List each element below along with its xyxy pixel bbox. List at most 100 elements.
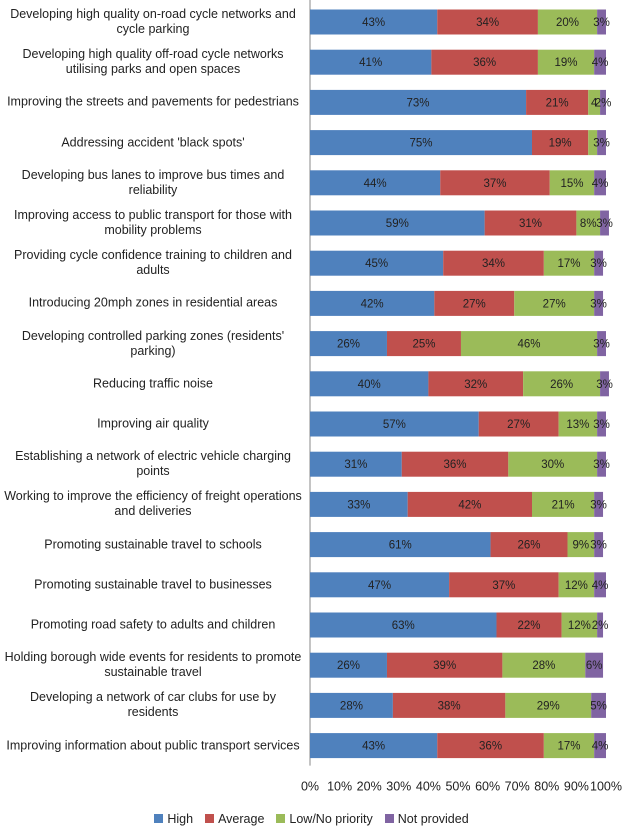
data-label: 4% bbox=[592, 178, 609, 190]
bar-segment bbox=[537, 49, 595, 75]
data-label: 57% bbox=[383, 419, 406, 431]
data-label: 12% bbox=[565, 580, 588, 592]
bar-segment bbox=[537, 9, 598, 35]
data-label: 4% bbox=[592, 741, 609, 753]
data-label: 34% bbox=[476, 17, 499, 29]
bar-segment bbox=[567, 532, 595, 558]
bar-segment bbox=[597, 451, 606, 477]
x-tick-label: 0% bbox=[301, 779, 319, 793]
category-label: Reducing traffic noise bbox=[93, 376, 213, 391]
data-label: 8% bbox=[580, 218, 597, 230]
bar-segment bbox=[484, 210, 577, 236]
data-label: 59% bbox=[386, 218, 409, 230]
data-label: 6% bbox=[586, 660, 603, 672]
category-label: Developing bus lanes to improve bus time… bbox=[21, 167, 285, 197]
legend-swatch bbox=[154, 814, 164, 823]
bar-segment bbox=[449, 572, 559, 598]
bar-segment bbox=[597, 130, 606, 156]
legend-item: Not provided bbox=[384, 812, 469, 826]
x-tick-label: 70% bbox=[505, 779, 530, 793]
data-label: 17% bbox=[557, 741, 580, 753]
bar-segment bbox=[310, 491, 408, 517]
data-label: 61% bbox=[389, 540, 412, 552]
bar-segment bbox=[310, 532, 491, 558]
data-label: 3% bbox=[596, 218, 613, 230]
data-label: 28% bbox=[532, 660, 555, 672]
legend-item: Low/No priority bbox=[276, 812, 373, 826]
bar-segment bbox=[437, 9, 538, 35]
data-label: 46% bbox=[518, 339, 541, 351]
data-label: 22% bbox=[518, 620, 541, 632]
bar-segment bbox=[310, 411, 479, 437]
data-label: 31% bbox=[344, 459, 367, 471]
bar-segment bbox=[526, 89, 589, 115]
bar-segment bbox=[543, 733, 595, 759]
category-label: Developing high quality on-road cycle ne… bbox=[10, 7, 296, 36]
bar-segment bbox=[310, 170, 441, 196]
data-label: 3% bbox=[590, 258, 607, 270]
bar-segment bbox=[502, 652, 586, 678]
data-label: 31% bbox=[519, 218, 542, 230]
legend-swatch bbox=[384, 814, 394, 823]
data-label: 4% bbox=[592, 580, 609, 592]
data-label: 25% bbox=[412, 339, 435, 351]
bar-segment bbox=[443, 250, 544, 276]
data-label: 19% bbox=[549, 138, 572, 150]
data-label: 33% bbox=[347, 499, 370, 511]
data-label: 26% bbox=[518, 540, 541, 552]
bar-segment bbox=[594, 532, 604, 558]
bar-segment bbox=[600, 371, 609, 397]
data-label: 4 bbox=[591, 97, 598, 109]
bar-segment bbox=[585, 652, 604, 678]
category-label: Providing cycle confidence training to c… bbox=[14, 248, 292, 278]
bar-segment bbox=[600, 210, 609, 236]
data-label: 3% bbox=[593, 17, 610, 29]
bar-segment bbox=[597, 612, 604, 638]
bar-segment bbox=[310, 451, 402, 477]
x-tick-label: 60% bbox=[475, 779, 500, 793]
legend-label: Not provided bbox=[397, 812, 469, 826]
data-label: 73% bbox=[407, 97, 430, 109]
bar-segment bbox=[588, 89, 601, 115]
x-tick-label: 30% bbox=[386, 779, 411, 793]
data-label: 3% bbox=[593, 459, 610, 471]
category-label: Addressing accident 'black spots' bbox=[61, 135, 245, 150]
bar-segment bbox=[532, 491, 595, 517]
bar-segment bbox=[594, 733, 606, 759]
legend-label: Average bbox=[218, 812, 265, 826]
data-label: 30% bbox=[541, 459, 564, 471]
data-label: 47% bbox=[368, 580, 391, 592]
category-label: Improving access to public transport for… bbox=[14, 208, 292, 237]
data-label: 27% bbox=[507, 419, 530, 431]
bar-segment bbox=[310, 89, 527, 115]
bar-segment bbox=[392, 692, 506, 718]
bar-segment bbox=[460, 331, 598, 357]
data-label: 3% bbox=[590, 499, 607, 511]
x-tick-label: 50% bbox=[445, 779, 470, 793]
bar-segment bbox=[588, 130, 598, 156]
bar-segment bbox=[576, 210, 601, 236]
legend: High Average Low/No priority Not provided bbox=[0, 812, 623, 826]
data-label: 12% bbox=[568, 620, 591, 632]
data-label: 44% bbox=[364, 178, 387, 190]
bar-segment bbox=[310, 49, 432, 75]
data-label: 28% bbox=[340, 700, 363, 712]
category-label: Promoting sustainable travel to business… bbox=[34, 577, 272, 592]
data-label: 3% bbox=[593, 419, 610, 431]
data-label: 34% bbox=[482, 258, 505, 270]
category-label: Improving the streets and pavements for … bbox=[7, 94, 299, 109]
data-label: 37% bbox=[483, 178, 506, 190]
bar-segment bbox=[549, 170, 595, 196]
data-label: 36% bbox=[473, 57, 496, 69]
bar-segment bbox=[310, 733, 438, 759]
bar-segment bbox=[594, 572, 606, 598]
data-label: 21% bbox=[546, 97, 569, 109]
x-tick-label: 100% bbox=[590, 779, 622, 793]
legend-item: High bbox=[154, 812, 193, 826]
bar-segment bbox=[597, 9, 606, 35]
bar-segment bbox=[558, 411, 598, 437]
data-label: 40% bbox=[358, 379, 381, 391]
data-label: 36% bbox=[444, 459, 467, 471]
bar-segment bbox=[591, 692, 606, 718]
